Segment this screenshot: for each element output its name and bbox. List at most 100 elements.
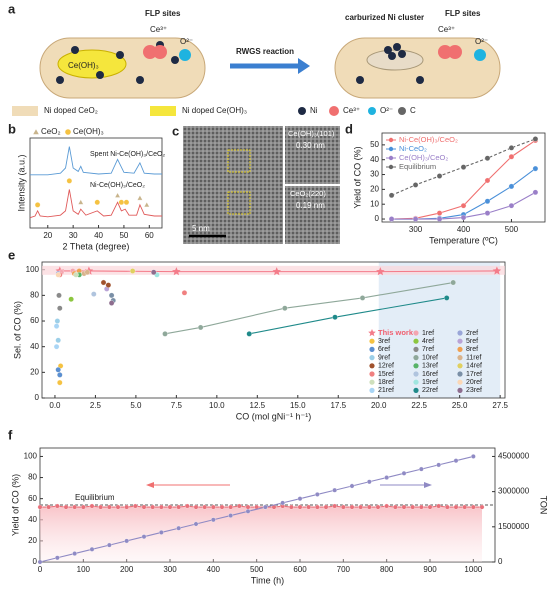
y-tick-label: 50 [370, 140, 379, 149]
legend-label: Ni-Ce(OH)₃/CeO₂ [399, 135, 458, 144]
data-point [132, 503, 138, 509]
data-point [453, 458, 459, 464]
data-point [359, 295, 366, 301]
plot-frame [41, 261, 506, 399]
data-point [228, 504, 234, 510]
y-axis-label: Sel. of CO (%) [12, 301, 22, 359]
x-tick-label: 300 [163, 565, 177, 574]
roi [227, 149, 251, 173]
data-point [470, 504, 476, 510]
spacing-label: 0.19 nm [296, 201, 325, 210]
ce-site [153, 45, 167, 59]
data-point [37, 559, 43, 565]
legend-marker [457, 355, 463, 361]
legend-marker [413, 355, 419, 361]
legend-label: 10ref [422, 354, 438, 361]
data-point [272, 267, 281, 276]
data-point [57, 305, 63, 311]
data-point [55, 337, 61, 344]
data-point [56, 292, 62, 299]
fringe-label: CeO₂(220) [290, 189, 326, 198]
data-point [332, 503, 338, 509]
x-tick-label: 7.5 [171, 401, 183, 410]
y-tick-label: 10 [370, 199, 379, 208]
data-point [55, 272, 61, 278]
panel-label: c [172, 123, 179, 138]
legend-marker [457, 379, 463, 385]
data-point [376, 267, 385, 276]
x-axis-label: Time (h) [251, 575, 284, 585]
data-point [197, 324, 204, 331]
x-tick-label: 15.0 [290, 401, 306, 410]
legend-label: 20ref [466, 379, 482, 386]
data-point [34, 202, 41, 208]
panel-label: a [8, 1, 16, 16]
tem-inset [285, 186, 340, 244]
legend-swatch [12, 106, 38, 116]
data-point [57, 372, 63, 378]
data-point [297, 496, 303, 502]
legend-marker [369, 346, 375, 352]
data-point [245, 504, 251, 510]
data-point [418, 504, 424, 510]
y-tick-label: 60 [30, 316, 39, 325]
label: Ce³⁺ [438, 25, 455, 34]
data-point [193, 504, 199, 510]
legend-marker [413, 387, 419, 393]
scale-label: 5 nm [192, 224, 210, 233]
data-point [66, 178, 73, 184]
data-point [141, 504, 147, 510]
data-point [105, 282, 112, 288]
data-point [114, 192, 121, 198]
legend-marker [457, 387, 463, 393]
x-tick-label: 900 [423, 565, 437, 574]
label: O²⁻ [475, 37, 488, 46]
data-point [210, 504, 216, 510]
data-point [89, 503, 95, 509]
data-point [46, 504, 52, 510]
data-point [72, 504, 78, 510]
data-point [462, 504, 468, 510]
data-point [443, 295, 450, 301]
tem-main [183, 126, 283, 244]
data-point [115, 504, 121, 510]
y-tick-label: 80 [28, 473, 37, 482]
x-tick-label: 20 [43, 231, 52, 240]
x-tick-label: 17.5 [330, 401, 346, 410]
legend-marker [457, 346, 463, 352]
legend-label: Ni [310, 106, 318, 115]
x-axis-label: CO (mol gNi⁻¹ h⁻¹) [236, 411, 312, 421]
data-point [470, 454, 476, 459]
ce-site [438, 45, 452, 59]
data-point [412, 182, 419, 188]
data-point [108, 300, 115, 306]
data-point [162, 331, 168, 337]
y-axis-label: Yield of CO (%) [10, 474, 20, 536]
legend-label: C [410, 106, 416, 115]
x-tick-label: 12.5 [250, 401, 266, 410]
curve-label: Ni-Ce(OH)₃/CeO₂ [90, 182, 145, 189]
data-point [84, 269, 91, 276]
legend-label: 5ref [466, 338, 478, 345]
x-tick-label: 22.5 [411, 401, 427, 410]
schematic: a FLP sites Ce³⁺ O²⁻ Ce(OH)₃ RWGS reacti… [8, 1, 501, 116]
data-point [375, 504, 381, 510]
data-point [124, 504, 130, 510]
data-point [236, 503, 242, 509]
x-tick-label: 300 [409, 225, 423, 234]
legend-marker [388, 164, 394, 170]
data-point [306, 504, 312, 510]
data-point [484, 198, 491, 204]
x-tick-label: 200 [120, 565, 134, 574]
data-point [484, 210, 491, 216]
y-axis-label: Intensity (a.u.) [16, 154, 26, 211]
data-point [384, 503, 390, 509]
data-point [100, 279, 107, 286]
panel-label: b [8, 121, 16, 136]
data-point [57, 379, 63, 386]
legend-label: 2ref [466, 330, 478, 337]
axis-arrow-head [424, 482, 432, 488]
x-tick-label: 50 [119, 231, 128, 240]
data-point [349, 483, 355, 489]
